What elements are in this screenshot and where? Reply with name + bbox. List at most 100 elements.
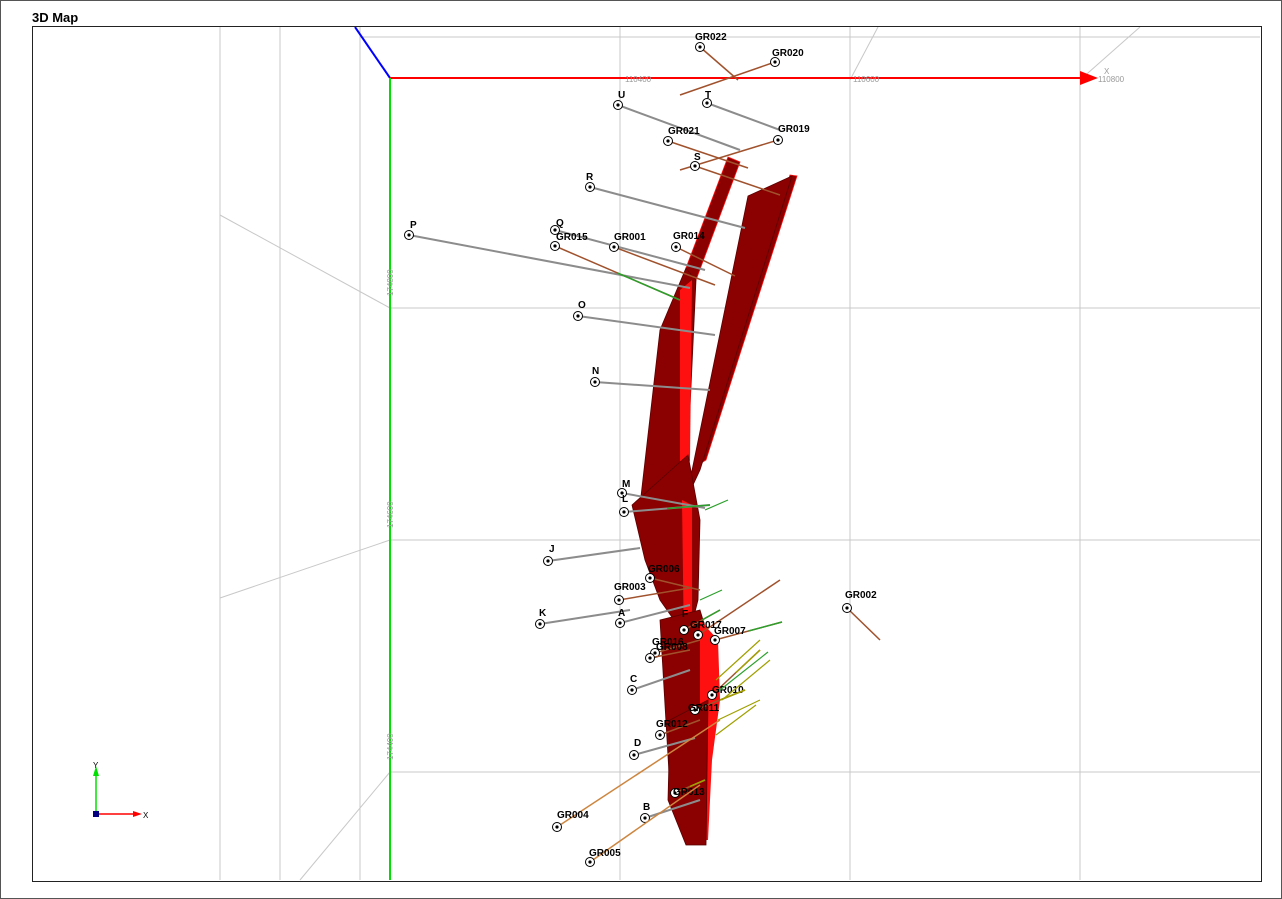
drillhole-trace-gr005 xyxy=(589,784,701,863)
collar-dot-gr016 xyxy=(653,651,657,655)
collar-dot-gr007 xyxy=(713,638,717,642)
collar-dot-gr022 xyxy=(698,45,702,49)
collar-dot-gr014 xyxy=(674,245,678,249)
drillhole-label-gr020: GR020 xyxy=(772,48,804,59)
x-axis-label: X xyxy=(1104,67,1110,76)
collar-dot-gr015 xyxy=(553,244,557,248)
collar-dot-gr005 xyxy=(588,860,592,864)
drillhole-label-k: K xyxy=(539,608,547,619)
drillhole-interval-segment xyxy=(717,699,761,721)
x-axis-arrow xyxy=(1080,71,1098,85)
collar-dot-gr020 xyxy=(773,60,777,64)
grid-line xyxy=(219,539,391,599)
collar-dot-j xyxy=(546,559,550,563)
3d-scene[interactable]: X 110400 110600 110800 174800 174600 174400 GR0… xyxy=(33,27,1261,881)
triad-y-arrow xyxy=(93,766,99,776)
drillhole-trace-s xyxy=(694,165,781,196)
drillhole-interval-gr007 xyxy=(748,621,783,632)
triad-x-label: X xyxy=(143,811,149,820)
drillhole-label-f: F xyxy=(682,609,688,620)
drillhole-label-gr012: GR012 xyxy=(656,719,688,730)
drillhole-label-q: Q xyxy=(556,218,564,229)
grid-line xyxy=(1079,27,1141,81)
drillhole-label-gr011: GR011 xyxy=(688,703,720,714)
drillhole-trace-gr004 xyxy=(556,719,721,828)
drillhole-label-p: P xyxy=(410,220,417,231)
panel-title: 3D Map xyxy=(32,10,79,25)
drillhole-trace-gr016 xyxy=(654,639,701,654)
collar-dot-gr006 xyxy=(648,576,652,580)
collar-dot-o xyxy=(576,314,580,318)
drillhole-trace-c xyxy=(631,669,691,691)
z-axis-line xyxy=(354,27,391,79)
drillhole-trace-gr003 xyxy=(618,587,691,601)
drillhole-label-d: D xyxy=(634,738,641,749)
drillhole-label-t: T xyxy=(705,90,711,101)
collar-dot-gr011 xyxy=(693,708,697,712)
drillhole-trace-b xyxy=(644,799,701,819)
drillhole-trace-gr017 xyxy=(697,579,781,636)
drillhole-trace-gr021 xyxy=(667,140,749,169)
drillhole-label-gr002: GR002 xyxy=(845,590,877,601)
drillhole-label-c: C xyxy=(630,674,637,685)
triad-y-label: Y xyxy=(93,761,99,770)
x-axis-tick-label: 110800 xyxy=(1098,75,1125,84)
drillhole-label-gr021: GR021 xyxy=(668,126,700,137)
drillhole-label-gr022: GR022 xyxy=(695,32,727,43)
grid-line xyxy=(849,27,879,81)
drillhole-trace-u xyxy=(617,104,741,151)
drillhole-trace-gr006 xyxy=(649,577,701,591)
drillhole-label-gr005: GR005 xyxy=(589,848,621,859)
drillhole-trace-k xyxy=(539,609,631,625)
orebody-surface xyxy=(685,156,741,281)
drillhole-label-gr001: GR001 xyxy=(614,232,646,243)
drillhole-label-gr016: GR016 xyxy=(652,637,684,648)
drillhole-trace-d xyxy=(633,737,696,756)
triad-origin xyxy=(93,811,99,817)
drillhole-label-o: O xyxy=(578,300,586,311)
drillhole-label-gr006: GR006 xyxy=(648,564,680,575)
y-axis-tick-label: 174600 xyxy=(386,501,395,528)
collar-dot-r xyxy=(588,185,592,189)
drillhole-interval-segment xyxy=(704,499,729,511)
collar-dot-a xyxy=(618,621,622,625)
collar-dot-gr012 xyxy=(658,733,662,737)
drillhole-trace-gr008 xyxy=(649,649,691,659)
drillhole-trace-a xyxy=(619,604,691,624)
drillhole-trace-t xyxy=(706,102,781,131)
collar-dot-gr010 xyxy=(710,693,714,697)
collar-dot-gr008 xyxy=(648,656,652,660)
collar-dot-gr003 xyxy=(617,598,621,602)
orebody-surface xyxy=(685,175,793,501)
collar-dot-s xyxy=(693,164,697,168)
collar-dot-d xyxy=(632,753,636,757)
drillhole-trace-r xyxy=(589,186,746,229)
drillhole-interval-segment xyxy=(715,704,757,736)
drillhole-trace-m xyxy=(621,492,706,509)
drillhole-trace-o xyxy=(577,315,716,336)
collar-dot-gr017 xyxy=(696,633,700,637)
drillhole-trace-gr012 xyxy=(659,719,701,736)
3d-viewport[interactable]: X 110400 110600 110800 174800 174600 174400 GR0… xyxy=(32,26,1262,882)
drillhole-label-gr004: GR004 xyxy=(557,810,589,821)
grid-line xyxy=(219,214,391,309)
drillhole-trace-gr014 xyxy=(675,246,736,277)
drillhole-label-gr017: GR017 xyxy=(690,620,722,631)
collar-dot-gr004 xyxy=(555,825,559,829)
collar-dot-gr013 xyxy=(673,791,677,795)
drillhole-interval-f xyxy=(701,609,721,621)
collar-dot-gr021 xyxy=(666,139,670,143)
y-axis-tick-label: 174400 xyxy=(386,733,395,760)
drillhole-trace-j xyxy=(547,547,641,562)
drillhole-label-j: J xyxy=(549,544,555,555)
collar-dot-f xyxy=(682,628,686,632)
collar-dot-l xyxy=(622,510,626,514)
collar-dot-n xyxy=(593,380,597,384)
drillhole-label-l: L xyxy=(622,494,628,505)
drillhole-label-gr019: GR019 xyxy=(778,124,810,135)
orebody-surface xyxy=(667,699,709,846)
drillhole-interval-gr013 xyxy=(689,779,706,788)
drillhole-label-gr008: GR008 xyxy=(656,642,688,653)
collar-dot-m xyxy=(620,491,624,495)
drillhole-label-s: S xyxy=(694,152,701,163)
